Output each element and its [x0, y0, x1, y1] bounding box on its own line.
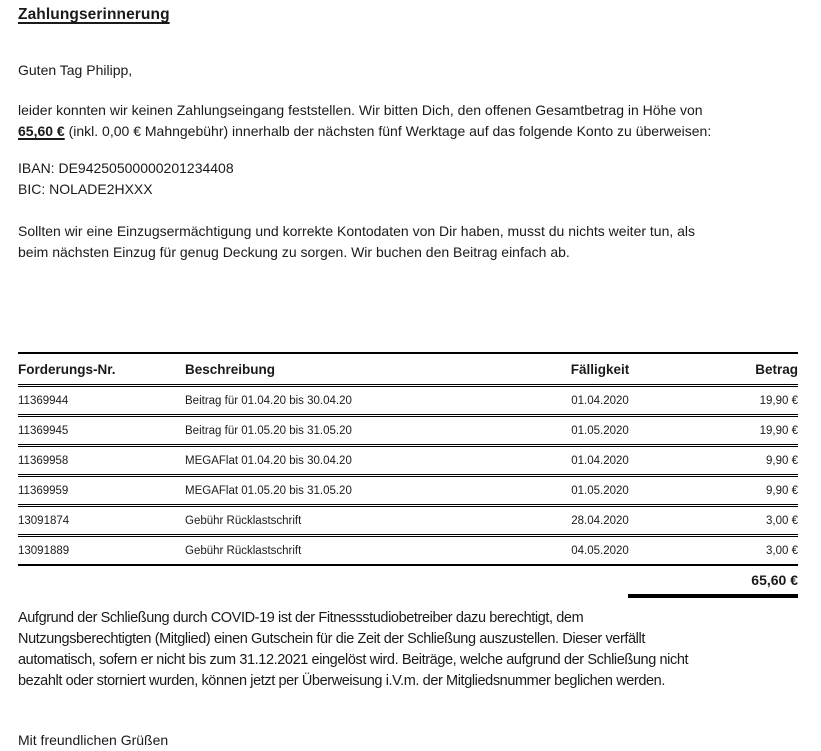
table-row: 11369944 Beitrag für 01.04.20 bis 30.04.…	[18, 385, 798, 417]
payment-request-line2: 65,60 € (inkl. 0,00 € Mahngebühr) innerh…	[18, 121, 798, 142]
cell-faelligkeit: 04.05.2020	[571, 545, 629, 557]
cell-faelligkeit: 01.04.2020	[515, 445, 685, 477]
header-betrag: Betrag	[685, 353, 798, 387]
cell-betrag: 9,90 €	[685, 475, 798, 507]
table-row: 11369959 MEGAFlat 01.05.20 bis 31.05.20 …	[18, 475, 798, 507]
closing-line: Mit freundlichen Grüßen	[18, 732, 169, 748]
cell-forderungs-nr: 11369945	[18, 415, 185, 447]
covid-notice-line2: Nutzungsberechtigten (Mitglied) einen Gu…	[18, 631, 645, 647]
cell-forderungs-nr: 13091874	[18, 505, 185, 537]
payment-request-line2-rest: (inkl. 0,00 € Mahngebühr) innerhalb der …	[64, 123, 712, 139]
header-faelligkeit: Fälligkeit	[515, 353, 685, 387]
table-row: 13091889 Gebühr Rücklastschrift 04.05.20…	[18, 536, 798, 566]
direct-debit-paragraph: Sollten wir eine Einzugsermächtigung und…	[18, 221, 798, 263]
header-forderungs-nr: Forderungs-Nr.	[18, 353, 185, 387]
cell-faelligkeit: 28.04.2020	[515, 505, 685, 537]
dues-table-header: Forderungs-Nr. Beschreibung Fälligkeit B…	[18, 353, 798, 387]
bic-line: BIC: NOLADE2HXXX	[18, 181, 153, 197]
cell-forderungs-nr: 11369959	[18, 475, 185, 507]
covid-notice-line1: Aufgrund der Schließung durch COVID-19 i…	[18, 610, 584, 626]
cell-betrag: 19,90 €	[685, 415, 798, 447]
table-row: 11369945 Beitrag für 01.05.20 bis 31.05.…	[18, 415, 798, 447]
cell-faelligkeit: 01.05.2020	[515, 415, 685, 447]
cell-faelligkeit: 01.04.2020	[515, 385, 685, 417]
covid-notice-line4: bezahlt oder storniert wurden, können je…	[18, 673, 665, 689]
direct-debit-line2: beim nächsten Einzug für genug Deckung z…	[18, 244, 570, 260]
cell-betrag: 3,00 €	[685, 505, 798, 537]
header-beschreibung: Beschreibung	[185, 353, 515, 387]
total-double-rule	[628, 594, 798, 598]
cell-beschreibung: MEGAFlat 01.04.20 bis 30.04.20	[185, 445, 515, 477]
payment-request-paragraph: leider konnten wir keinen Zahlungseingan…	[18, 100, 798, 142]
table-row: 13091874 Gebühr Rücklastschrift 28.04.20…	[18, 505, 798, 537]
payment-request-line1: leider konnten wir keinen Zahlungseingan…	[18, 102, 703, 118]
total-amount: 65,60 €	[751, 572, 798, 588]
cell-beschreibung: Beitrag für 01.04.20 bis 30.04.20	[185, 385, 515, 417]
covid-notice-line3: automatisch, sofern er nicht bis zum 31.…	[18, 652, 689, 668]
iban-line: IBAN: DE94250500000201234408	[18, 160, 234, 176]
cell-betrag: 3,00 €	[766, 545, 798, 557]
cell-betrag: 19,90 €	[685, 385, 798, 417]
bank-details: IBAN: DE94250500000201234408 BIC: NOLADE…	[18, 158, 798, 200]
cell-beschreibung: Beitrag für 01.05.20 bis 31.05.20	[185, 415, 515, 447]
dues-table: Forderungs-Nr. Beschreibung Fälligkeit B…	[18, 352, 798, 566]
page-title: Zahlungserinnerung	[18, 6, 170, 23]
direct-debit-line1: Sollten wir eine Einzugsermächtigung und…	[18, 223, 696, 239]
cell-forderungs-nr: 11369944	[18, 385, 185, 417]
covid-notice-paragraph: Aufgrund der Schließung durch COVID-19 i…	[18, 608, 798, 692]
table-row: 11369958 MEGAFlat 01.04.20 bis 30.04.20 …	[18, 445, 798, 477]
greeting-line: Guten Tag Philipp,	[18, 62, 133, 78]
cell-beschreibung: MEGAFlat 01.05.20 bis 31.05.20	[185, 475, 515, 507]
cell-forderungs-nr: 13091889	[18, 545, 70, 557]
cell-faelligkeit: 01.05.2020	[515, 475, 685, 507]
cell-forderungs-nr: 11369958	[18, 445, 185, 477]
cell-beschreibung: Gebühr Rücklastschrift	[185, 545, 302, 557]
cell-beschreibung: Gebühr Rücklastschrift	[185, 505, 515, 537]
cell-betrag: 9,90 €	[685, 445, 798, 477]
total-amount-inline: 65,60 €	[18, 123, 65, 139]
